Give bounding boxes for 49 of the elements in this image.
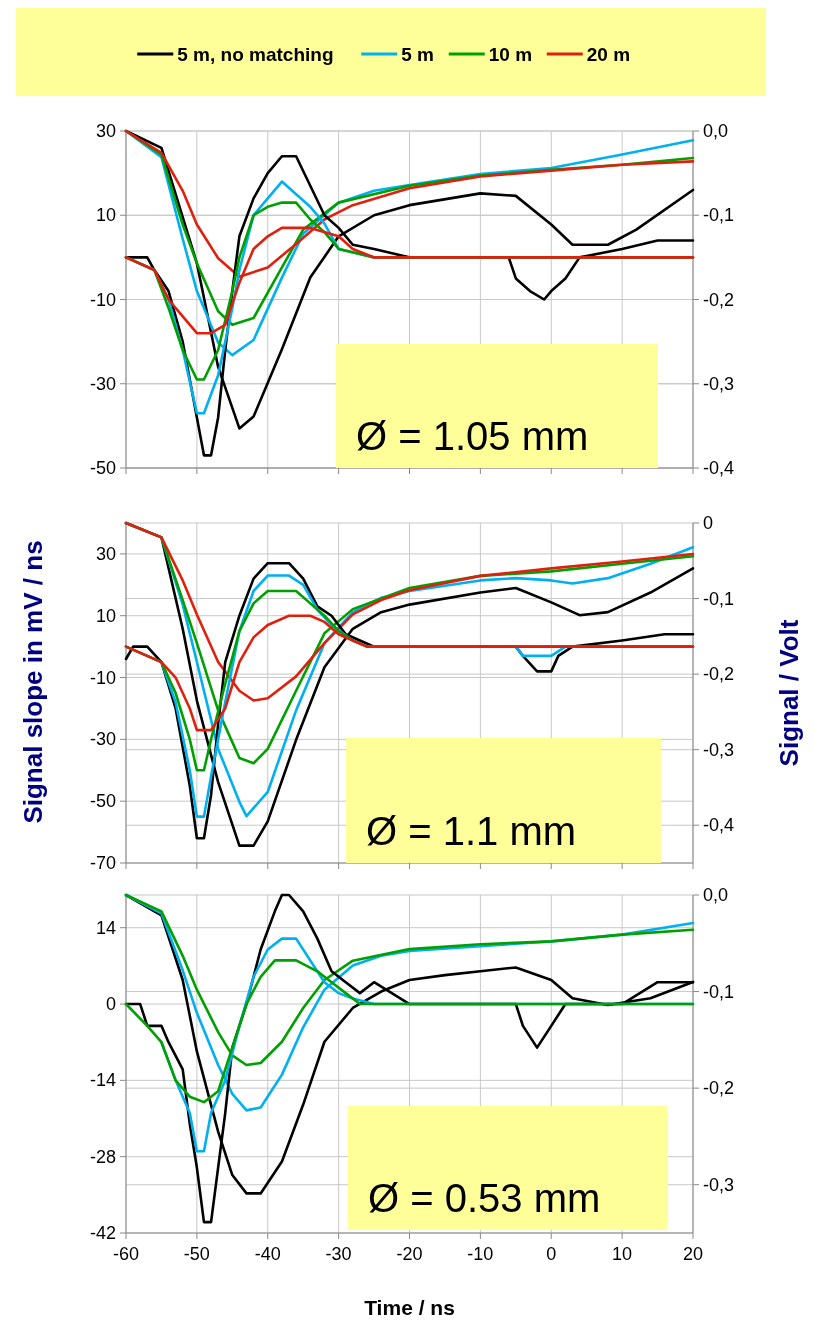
y2-tick-label: -0,3 xyxy=(703,1174,735,1195)
x-tick-label: -30 xyxy=(325,1244,352,1264)
x-tick-label: -10 xyxy=(467,1244,494,1264)
x-tick-label: 10 xyxy=(612,1244,633,1264)
y-tick-label: -28 xyxy=(89,1146,116,1167)
y2-tick-label: -0,2 xyxy=(703,664,735,685)
y2-tick-label: -0,3 xyxy=(703,373,735,394)
y2-tick-label: -0,1 xyxy=(703,981,735,1002)
y2-tick-label: -0,4 xyxy=(703,458,735,478)
y-tick-label: 10 xyxy=(95,605,116,626)
x-tick-label: 20 xyxy=(682,1244,704,1264)
y-tick-label: -30 xyxy=(89,373,116,394)
y-tick-label: -50 xyxy=(89,458,116,478)
y-axis-title: Signal slope in mV / ns xyxy=(18,540,48,824)
x-tick-label: -60 xyxy=(112,1244,140,1264)
y2-tick-label: -0,1 xyxy=(703,588,735,609)
y-tick-label: 30 xyxy=(95,121,116,141)
x-tick-label: -40 xyxy=(254,1244,281,1264)
y2-tick-label: -0,4 xyxy=(703,815,735,836)
annotation: Ø = 0.53 mm xyxy=(368,1176,601,1220)
y2-tick-label: -0,3 xyxy=(703,739,735,760)
y-tick-label: 14 xyxy=(95,917,116,938)
y2-tick-label: -0,2 xyxy=(703,289,735,310)
y-tick-label: 30 xyxy=(95,543,116,564)
y2-tick-label: 0,0 xyxy=(703,121,729,141)
y-tick-label: -14 xyxy=(89,1070,116,1091)
y2-tick-label: 0,0 xyxy=(703,885,729,905)
y2-tick-label: -0,2 xyxy=(703,1078,735,1099)
legend-label: 5 m, no matching xyxy=(177,44,334,65)
x-tick-label: 0 xyxy=(546,1244,557,1264)
legend-label: 5 m xyxy=(401,44,434,65)
y-tick-label: -30 xyxy=(89,729,116,750)
y-tick-label: -10 xyxy=(89,667,116,688)
y2-tick-label: -0,1 xyxy=(703,205,735,226)
y-tick-label: -70 xyxy=(89,853,116,873)
legend-label: 20 m xyxy=(586,44,631,65)
y-tick-label: -10 xyxy=(89,289,116,310)
x-tick-label: -50 xyxy=(183,1244,210,1264)
y-tick-label: 0 xyxy=(105,994,116,1015)
y2-tick-label: 0 xyxy=(703,513,714,533)
y-tick-label: -42 xyxy=(89,1223,116,1243)
annotation: Ø = 1.05 mm xyxy=(356,414,589,458)
legend-label: 10 m xyxy=(488,44,533,65)
y-tick-label: 10 xyxy=(95,205,116,226)
y2-axis-title: Signal / Volt xyxy=(774,619,804,767)
y-tick-label: -50 xyxy=(89,791,116,812)
annotation: Ø = 1.1 mm xyxy=(366,809,577,853)
x-tick-label: -20 xyxy=(396,1244,423,1264)
x-axis-title: Time / ns xyxy=(364,1296,455,1319)
